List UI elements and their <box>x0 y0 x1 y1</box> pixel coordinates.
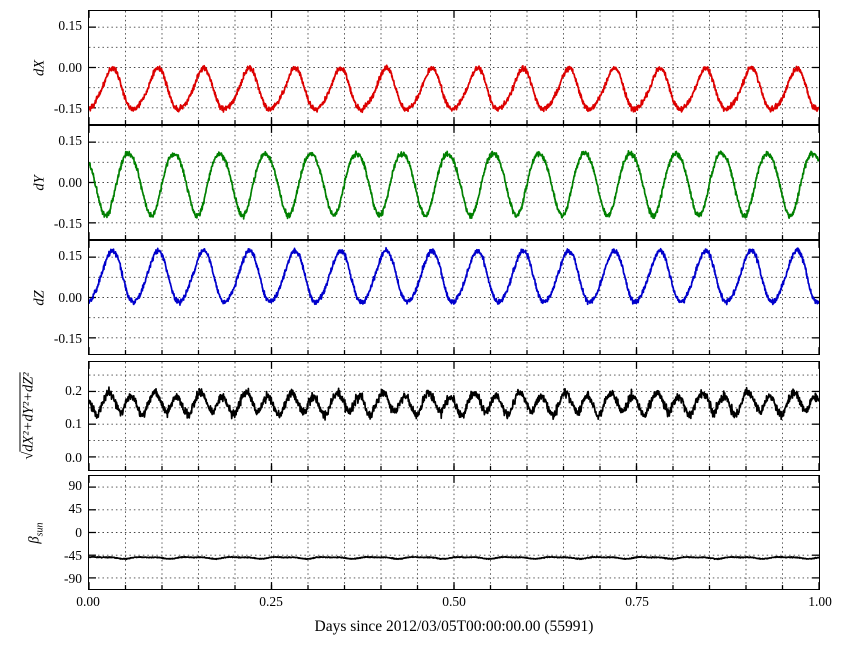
y-axis-label-beta_sun: βsun <box>26 521 46 544</box>
ytick-label-dZ: 0.15 <box>58 248 82 264</box>
ytick-label-dX: 0.15 <box>58 18 82 34</box>
x-axis-label: Days since 2012/03/05T00:00:00.00 (55991… <box>314 618 594 635</box>
plot-area-dX <box>89 11 819 124</box>
ytick-label-dY: 0.15 <box>58 133 82 149</box>
chart-panel-magnitude <box>88 361 820 471</box>
y-axis-label-dX: dX <box>31 59 48 76</box>
plot-area-dZ <box>89 241 819 354</box>
series-line-dZ <box>89 246 819 306</box>
series-line-magnitude <box>89 386 819 421</box>
chart-panel-beta_sun <box>88 475 820 590</box>
ytick-label-dX: -0.15 <box>53 100 82 116</box>
xtick-label-0.50: 0.50 <box>442 594 466 609</box>
ytick-label-beta_sun: -45 <box>64 547 82 563</box>
ytick-label-magnitude: 0.1 <box>65 416 82 432</box>
xtick-label-0.75: 0.75 <box>625 594 649 609</box>
ytick-label-beta_sun: 90 <box>68 478 83 494</box>
ytick-label-beta_sun: 0 <box>75 524 82 540</box>
series-line-beta_sun <box>89 555 819 561</box>
plot-area-beta_sun <box>89 476 819 589</box>
xtick-label-0.00: 0.00 <box>76 594 100 609</box>
ytick-label-beta_sun: 45 <box>68 501 83 517</box>
series-line-dY <box>89 149 819 220</box>
ytick-label-magnitude: 0.0 <box>65 449 82 465</box>
xtick-label-0.25: 0.25 <box>259 594 283 609</box>
series-line-dX <box>89 64 819 114</box>
plot-area-magnitude <box>89 362 819 470</box>
y-axis-label-magnitude: √dX²+dY²+dZ² <box>20 372 37 460</box>
y-axis-label-dY: dY <box>31 174 48 191</box>
chart-panel-dZ <box>88 240 820 355</box>
xtick-label-1.00: 1.00 <box>808 594 832 609</box>
ytick-label-dZ: -0.15 <box>53 330 82 346</box>
plot-area-dY <box>89 126 819 239</box>
ytick-label-dY: 0.00 <box>58 174 82 190</box>
chart-panel-dX <box>88 10 820 125</box>
ytick-label-dZ: 0.00 <box>58 289 82 305</box>
y-axis-label-dZ: dZ <box>31 289 48 306</box>
ytick-label-dY: -0.15 <box>53 215 82 231</box>
ytick-label-beta_sun: -90 <box>64 570 82 586</box>
chart-panel-dY <box>88 125 820 240</box>
ytick-label-dX: 0.00 <box>58 59 82 75</box>
ytick-label-magnitude: 0.2 <box>65 383 82 398</box>
